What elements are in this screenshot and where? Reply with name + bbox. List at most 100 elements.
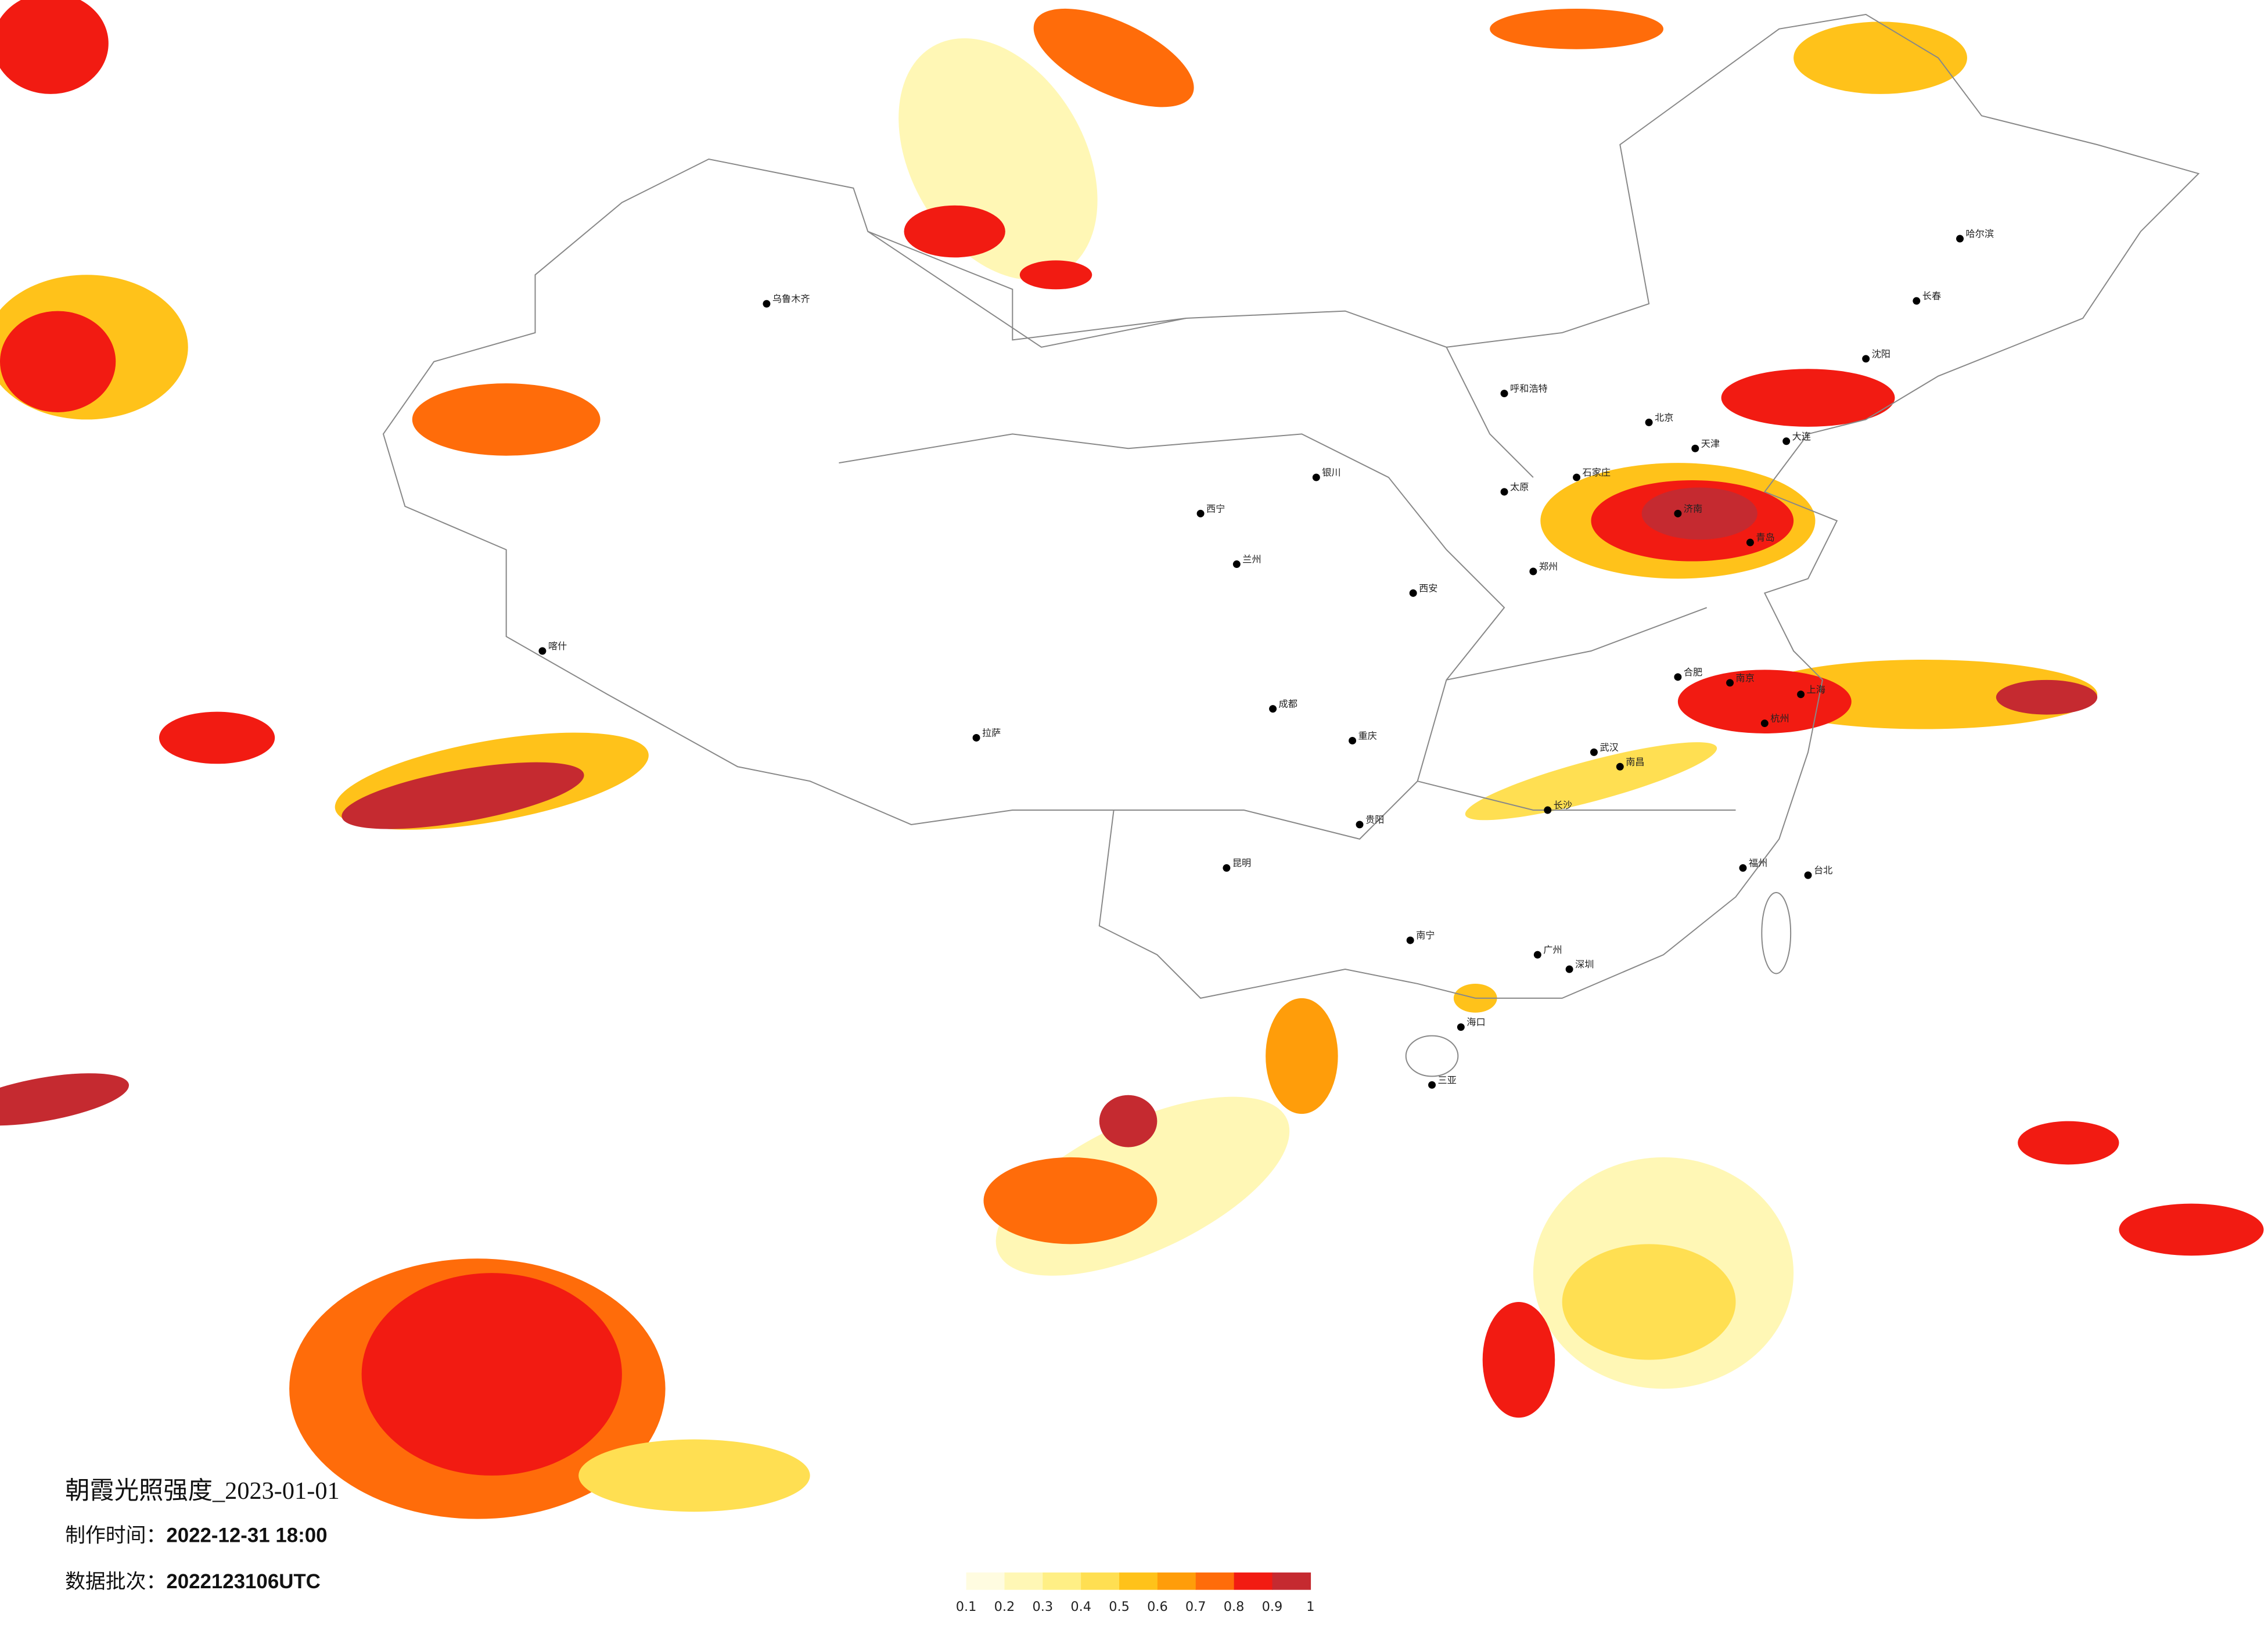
- city-dot: [538, 647, 547, 655]
- legend-tick-label: 0.4: [1070, 1599, 1091, 1614]
- city-dot: [1428, 1081, 1436, 1089]
- city-label: 成都: [1279, 699, 1297, 710]
- city-label: 杭州: [1770, 713, 1789, 724]
- city-label: 广州: [1543, 944, 1562, 955]
- produced-label: 制作时间：: [65, 1524, 166, 1547]
- legend-tick-label: 0.6: [1147, 1599, 1168, 1614]
- city-dot: [1312, 473, 1320, 481]
- legend-tick-label: 1: [1306, 1599, 1314, 1614]
- city-label: 呼和浩特: [1510, 383, 1548, 394]
- batch-label: 数据批次：: [65, 1570, 166, 1593]
- produced-value: 2022-12-31 18:00: [166, 1524, 327, 1547]
- city-dot: [1782, 437, 1791, 445]
- city-dot: [972, 733, 980, 742]
- legend-tick-label: 0.2: [994, 1599, 1015, 1614]
- city-dot: [1349, 736, 1357, 744]
- city-label: 合肥: [1684, 667, 1702, 678]
- city-label: 西宁: [1206, 503, 1225, 514]
- legend-swatch: [1195, 1572, 1235, 1590]
- city-label: 天津: [1701, 438, 1720, 449]
- legend-swatch: [1081, 1572, 1120, 1590]
- city-label: 乌鲁木齐: [772, 293, 810, 304]
- legend-tick-label: 0.9: [1262, 1599, 1283, 1614]
- boundaries: [382, 13, 2200, 1077]
- city-dot: [1797, 690, 1805, 699]
- city-label: 南宁: [1416, 930, 1435, 941]
- city-label: 喀什: [548, 641, 567, 652]
- city-dot: [1746, 538, 1754, 546]
- legend-swatch: [1272, 1572, 1311, 1590]
- city-dot: [1862, 355, 1870, 363]
- legend-tick-label: 0.1: [956, 1599, 977, 1614]
- batch: 数据批次：2022123106UTC: [65, 1570, 321, 1593]
- city-dot: [1616, 762, 1624, 771]
- city-dot: [1913, 297, 1921, 305]
- city-label: 上海: [1807, 684, 1825, 695]
- legend-tick-label: 0.7: [1185, 1599, 1206, 1614]
- produced-time: 制作时间：2022-12-31 18:00: [65, 1524, 327, 1547]
- city-label: 银川: [1322, 467, 1340, 478]
- city-dot: [1739, 864, 1747, 872]
- city-dot: [1645, 418, 1653, 426]
- city-label: 长春: [1922, 290, 1941, 301]
- color-legend: 0.1 0.2 0.3 0.4 0.5 0.6 0.7 0.8 0.9 1: [956, 1572, 1314, 1614]
- city-label: 西安: [1419, 582, 1437, 593]
- city-dot: [1500, 488, 1508, 496]
- city-label: 南京: [1736, 672, 1755, 684]
- city-dot: [763, 300, 771, 308]
- legend-swatch: [1043, 1572, 1081, 1590]
- city-dot: [1457, 1023, 1465, 1031]
- city-label: 三亚: [1437, 1074, 1456, 1085]
- map-title: 朝霞光照强度_2023-01-01: [65, 1477, 340, 1505]
- city-label: 北京: [1655, 412, 1673, 423]
- city-dot: [1196, 509, 1205, 517]
- city-label: 台北: [1814, 865, 1832, 876]
- legend-swatch: [1004, 1572, 1044, 1590]
- city-label: 兰州: [1242, 554, 1261, 565]
- city-label: 武汉: [1600, 742, 1618, 753]
- city-dot: [1804, 871, 1812, 879]
- city-label: 大连: [1792, 431, 1811, 442]
- city-dot: [1590, 748, 1598, 756]
- city-label: 沈阳: [1872, 348, 1890, 359]
- legend-swatch: [966, 1572, 1005, 1590]
- city-label: 重庆: [1358, 730, 1377, 741]
- city-dot: [1406, 936, 1414, 944]
- legend-swatch: [1119, 1572, 1158, 1590]
- city-label: 济南: [1684, 503, 1702, 514]
- city-dot: [1500, 390, 1508, 398]
- city-dot: [1674, 673, 1682, 681]
- heat-field: [0, 0, 2264, 1519]
- city-dot: [1956, 235, 1964, 243]
- legend-swatch: [1157, 1572, 1196, 1590]
- city-dot: [1760, 720, 1769, 728]
- city-label: 拉萨: [982, 727, 1001, 738]
- city-label: 贵阳: [1365, 814, 1384, 825]
- legend-tick-label: 0.8: [1224, 1599, 1245, 1614]
- city-label: 海口: [1467, 1017, 1485, 1028]
- city-label: 青岛: [1756, 532, 1774, 543]
- batch-value: 2022123106UTC: [166, 1570, 320, 1593]
- city-label: 深圳: [1575, 959, 1594, 970]
- legend-tick-label: 0.3: [1033, 1599, 1054, 1614]
- city-label: 昆明: [1232, 858, 1251, 869]
- city-label: 太原: [1510, 481, 1529, 492]
- city-label: 郑州: [1539, 561, 1558, 572]
- city-dot: [1533, 951, 1541, 959]
- city-label: 南昌: [1626, 756, 1644, 767]
- city-dot: [1232, 560, 1241, 569]
- city-dot: [1269, 705, 1277, 713]
- city-dot: [1544, 806, 1552, 814]
- city-dot: [1529, 567, 1537, 575]
- city-dot: [1223, 864, 1231, 872]
- city-dot: [1674, 509, 1682, 517]
- city-dot: [1356, 821, 1364, 829]
- city-label: 哈尔滨: [1965, 228, 1994, 239]
- legend-tick-label: 0.5: [1109, 1599, 1130, 1614]
- city-dot: [1573, 473, 1581, 481]
- city-label: 长沙: [1554, 800, 1572, 811]
- city-label: 石家庄: [1583, 467, 1611, 478]
